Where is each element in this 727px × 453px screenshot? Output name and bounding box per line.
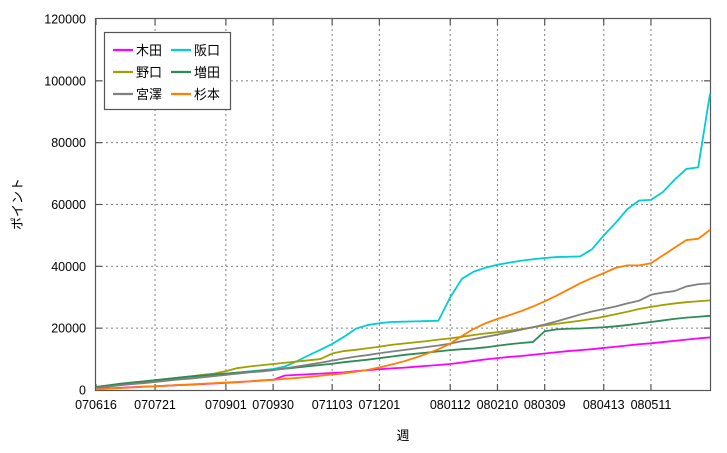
series-line-3 (95, 314, 711, 388)
plot-frame (94, 17, 712, 392)
x-tick-label: 080112 (430, 398, 471, 412)
y-tick-label: 40000 (51, 260, 86, 274)
legend-label-4: 宮澤 (136, 87, 162, 102)
x-tick-label: 080309 (524, 398, 566, 412)
x-tick-label: 071201 (359, 398, 401, 412)
data-series (95, 93, 711, 391)
legend-label-1: 阪口 (194, 43, 220, 58)
y-tick-label: 120000 (44, 13, 86, 27)
y-tick-label: 0 (79, 384, 86, 398)
x-axis-title: 週 (396, 428, 409, 443)
y-tick-label: 100000 (44, 74, 86, 88)
legend-label-3: 増田 (194, 65, 220, 80)
x-tick-label: 080511 (631, 398, 672, 412)
y-tick-label: 80000 (51, 136, 86, 150)
series-line-4 (95, 282, 711, 389)
y-tick-label: 60000 (51, 198, 86, 212)
x-tick-label: 080413 (583, 398, 625, 412)
legend-label-5: 杉本 (194, 87, 220, 102)
x-tick-label: 070901 (205, 398, 247, 412)
x-tick-label: 070930 (252, 398, 294, 412)
y-axis-title: ポイント (10, 178, 25, 230)
x-tick-label: 070616 (75, 398, 117, 412)
legend-label-2: 野口 (136, 65, 162, 80)
x-tick-label: 070721 (134, 398, 176, 412)
series-line-5 (95, 229, 711, 391)
legend-label-0: 木田 (136, 43, 162, 58)
x-tick-label: 071103 (312, 398, 353, 412)
y-axis-ticks: 0 20000 40000 60000 80000 100000 120000 (44, 13, 710, 398)
y-tick-label: 20000 (51, 322, 86, 336)
x-tick-label: 080210 (477, 398, 519, 412)
x-axis-ticks: 070616 070721 070901 070930 071103 071201 0801… (75, 19, 671, 412)
